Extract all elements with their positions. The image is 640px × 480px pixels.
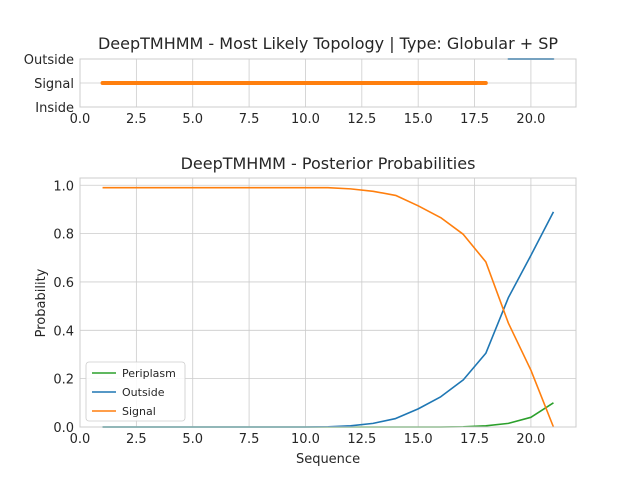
legend-label-periplasm: Periplasm [122, 367, 176, 380]
topology-x-tick-label: 20.0 [516, 112, 545, 127]
posterior-x-tick-label: 2.5 [126, 432, 147, 447]
topology-chart-title: DeepTMHMM - Most Likely Topology | Type:… [98, 34, 558, 53]
posterior-x-tick-label: 5.0 [182, 432, 203, 447]
posterior-chart: DeepTMHMM - Posterior Probabilities 0.0 2… [34, 154, 577, 467]
topology-x-tick-label: 10.0 [291, 112, 320, 127]
posterior-x-ticks: 0.0 2.5 5.0 7.5 10.0 12.5 15.0 17.5 20.0 [70, 432, 546, 447]
topology-y-ticks: Inside Signal Outside [24, 53, 74, 116]
topology-y-tick-label: Inside [35, 101, 74, 116]
topology-y-tick-label: Signal [34, 77, 74, 92]
legend-label-outside: Outside [122, 386, 165, 399]
posterior-y-tick-label: 0.6 [53, 276, 74, 291]
posterior-y-ticks: 0.0 0.2 0.4 0.6 0.8 1.0 [53, 179, 74, 436]
topology-x-tick-label: 0.0 [70, 112, 91, 127]
posterior-x-tick-label: 0.0 [70, 432, 91, 447]
posterior-y-tick-label: 0.8 [53, 228, 74, 243]
posterior-x-tick-label: 17.5 [460, 432, 489, 447]
posterior-y-tick-label: 0.0 [53, 421, 74, 436]
posterior-y-tick-label: 0.2 [53, 373, 74, 388]
posterior-y-tick-label: 1.0 [53, 179, 74, 194]
posterior-y-tick-label: 0.4 [53, 324, 74, 339]
posterior-y-axis-label: Probability [34, 268, 49, 337]
legend-box [85, 361, 186, 422]
topology-x-tick-label: 12.5 [347, 112, 376, 127]
posterior-x-tick-label: 7.5 [239, 432, 260, 447]
posterior-x-tick-label: 12.5 [347, 432, 376, 447]
topology-y-tick-label: Outside [24, 53, 74, 68]
topology-segments [100, 58, 555, 85]
posterior-legend: Periplasm Outside Signal [85, 361, 186, 422]
topology-x-tick-label: 7.5 [239, 112, 260, 127]
topology-x-tick-label: 2.5 [126, 112, 147, 127]
posterior-x-tick-label: 15.0 [404, 432, 433, 447]
posterior-chart-title: DeepTMHMM - Posterior Probabilities [181, 154, 476, 173]
posterior-x-tick-label: 10.0 [291, 432, 320, 447]
topology-x-tick-label: 15.0 [404, 112, 433, 127]
topology-x-tick-label: 17.5 [460, 112, 489, 127]
legend-label-signal: Signal [122, 405, 156, 418]
posterior-x-tick-label: 20.0 [516, 432, 545, 447]
topology-x-ticks: 0.0 2.5 5.0 7.5 10.0 12.5 15.0 17.5 20.0 [70, 112, 546, 127]
topology-x-tick-label: 5.0 [182, 112, 203, 127]
topology-plot-frame [79, 58, 577, 108]
posterior-x-axis-label: Sequence [296, 452, 360, 467]
posterior-plot-frame [79, 177, 577, 428]
topology-chart: DeepTMHMM - Most Likely Topology | Type:… [24, 34, 577, 127]
series-line-signal [102, 186, 555, 428]
